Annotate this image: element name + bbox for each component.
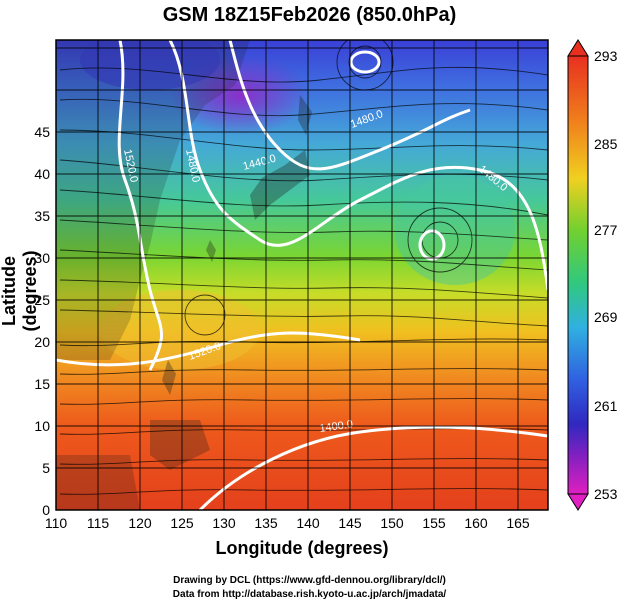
graticule	[55, 40, 548, 511]
colorbar: 293 285 277 269 261 253	[567, 39, 618, 511]
colorbar-min-arrow	[567, 493, 589, 511]
y-tick-label: 35	[34, 208, 50, 224]
x-axis-ticks: 110 115 120 125 130 135 140 145 150 155 …	[45, 515, 530, 531]
map-plot-area: 1520.0 1480.0 1440.0 1480.0 1480.0 1520.…	[55, 39, 549, 511]
plot-frame	[55, 39, 549, 511]
geopotential-contours	[56, 40, 548, 510]
x-tick-label: 110	[45, 515, 68, 531]
x-tick-label: 135	[254, 515, 278, 531]
y-axis-label: Latitude (degrees)	[0, 250, 40, 332]
contour-low-center	[349, 50, 381, 74]
colorbar-label: 253	[594, 486, 618, 502]
landmass-outlines	[56, 40, 312, 510]
y-tick-label: 10	[34, 418, 50, 434]
x-tick-label: 120	[128, 515, 152, 531]
colorbar-label: 285	[594, 136, 618, 152]
y-tick-label: 25	[34, 292, 50, 308]
contour-line-1440	[228, 40, 471, 171]
x-axis-label: Longitude (degrees)	[215, 538, 389, 558]
x-tick-label: 160	[464, 515, 488, 531]
x-tick-label: 165	[506, 515, 530, 531]
x-tick-label: 140	[296, 515, 320, 531]
credit-drawing: Drawing by DCL (https://www.gfd-dennou.o…	[173, 575, 446, 586]
y-tick-label: 15	[34, 376, 50, 392]
colorbar-labels: 293 285 277 269 261 253	[594, 48, 618, 502]
contour-line-1480	[168, 40, 548, 291]
x-tick-label: 150	[380, 515, 404, 531]
colorbar-label: 293	[594, 48, 618, 64]
colorbar-label: 269	[594, 309, 618, 325]
x-tick-label: 155	[422, 515, 446, 531]
x-tick-label: 125	[170, 515, 194, 531]
cold-anomaly	[80, 40, 220, 90]
map-title: GSM 18Z15Feb2026 (850.0hPa)	[162, 4, 457, 26]
contour-label: 1400.0	[319, 418, 354, 435]
contour-line-1520-south	[56, 331, 361, 367]
contour-line-1520-west	[117, 40, 164, 371]
contour-line-1400	[198, 425, 548, 510]
y-tick-label: 30	[34, 250, 50, 266]
y-tick-label: 5	[42, 460, 50, 476]
colorbar-max-arrow	[567, 39, 589, 57]
y-tick-label: 0	[42, 502, 50, 518]
colorbar-label: 261	[594, 398, 618, 414]
colorbar-scale	[567, 55, 589, 495]
y-tick-label: 20	[34, 334, 50, 350]
x-tick-label: 115	[87, 515, 110, 531]
y-axis-ticks: 0 5 10 15 20 25 30 35 40 45	[34, 124, 50, 518]
y-tick-label: 40	[34, 166, 50, 182]
x-tick-label: 145	[338, 515, 362, 531]
contour-high-center	[418, 229, 446, 261]
colorbar-label: 277	[594, 222, 618, 238]
credit-data-source: Data from http://database.rish.kyoto-u.a…	[172, 589, 447, 600]
x-tick-label: 130	[212, 515, 236, 531]
y-tick-label: 45	[34, 124, 50, 140]
